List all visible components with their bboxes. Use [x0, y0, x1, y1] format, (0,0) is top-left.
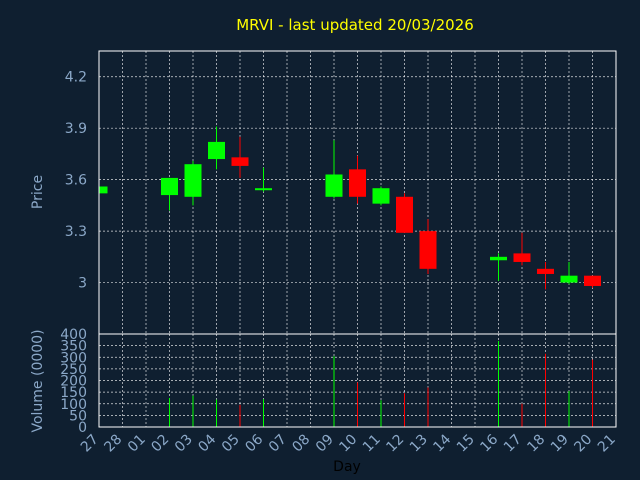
x-tick-label: 11 [360, 432, 384, 456]
price-tick-label: 3 [78, 276, 87, 292]
candle-body [184, 164, 202, 197]
x-tick-label: 03 [172, 432, 196, 456]
candle-body [255, 188, 272, 191]
volume-tick-label: 100 [60, 397, 87, 413]
volume-tick-label: 400 [60, 327, 87, 343]
volume-tick-label: 50 [69, 408, 87, 424]
x-tick-label: 28 [101, 432, 125, 456]
chart-title: MRVI - last updated 20/03/2026 [236, 16, 474, 34]
candle-body [537, 268, 554, 274]
x-tick-label: 17 [501, 432, 525, 456]
price-axis-ticks: 3 3.3 3.6 3.9 4.2 [65, 70, 87, 292]
x-tick-label: 14 [430, 431, 454, 455]
volume-tick-label: 350 [60, 339, 87, 355]
candle-body [560, 275, 578, 283]
x-tick-label: 15 [454, 432, 478, 456]
x-tick-label: 20 [571, 432, 595, 456]
volume-tick-label: 150 [60, 385, 87, 401]
price-candles [98, 126, 601, 290]
candle-body [396, 196, 413, 233]
candle-body [325, 174, 343, 197]
candle-body [99, 186, 108, 194]
x-tick-label: 01 [125, 432, 149, 456]
x-tick-label: 07 [266, 432, 290, 456]
volume-axis-label: Volume (0000) [30, 329, 46, 432]
x-tick-label: 13 [407, 432, 431, 456]
price-tick-label: 3.3 [65, 224, 87, 240]
candle-body [231, 157, 249, 166]
x-tick-label: 05 [219, 432, 243, 456]
candle-body [208, 141, 225, 160]
candle-body [584, 275, 601, 286]
price-panel: 3 3.3 3.6 3.9 4.2 Price [30, 50, 617, 335]
x-tick-label: 09 [313, 432, 337, 456]
x-tick-label: 19 [548, 432, 572, 456]
x-tick-label: 12 [383, 432, 407, 456]
candle-body [490, 256, 507, 261]
candle-body [349, 169, 366, 197]
candle-body [161, 177, 178, 196]
candle-body [419, 231, 437, 269]
price-axis-label: Price [30, 175, 46, 209]
x-tick-label: 02 [148, 432, 172, 456]
price-tick-label: 4.2 [65, 70, 87, 86]
volume-tick-label: 200 [60, 374, 87, 390]
price-tick-label: 3.9 [65, 121, 87, 137]
volume-tick-label: 0 [78, 420, 87, 436]
price-tick-label: 3.6 [65, 173, 87, 189]
x-tick-label: 04 [195, 431, 219, 455]
x-tick-label: 21 [595, 432, 619, 456]
x-axis-ticks: 27 28 01 02 03 04 05 06 07 08 09 10 11 12 13 14 15 16 17 18… [78, 431, 619, 455]
volume-tick-label: 300 [60, 350, 87, 366]
candle-body [372, 188, 390, 204]
x-tick-label: 18 [524, 432, 548, 456]
x-tick-label: 06 [242, 431, 266, 455]
candle-body [513, 253, 531, 262]
volume-plot-frame [98, 333, 617, 428]
volume-tick-label: 250 [60, 362, 87, 378]
x-tick-label: 08 [289, 432, 313, 456]
x-tick-label: 10 [336, 432, 360, 456]
x-axis-label: Day [333, 459, 361, 475]
x-tick-label: 16 [477, 431, 501, 455]
volume-bars [169, 340, 593, 427]
